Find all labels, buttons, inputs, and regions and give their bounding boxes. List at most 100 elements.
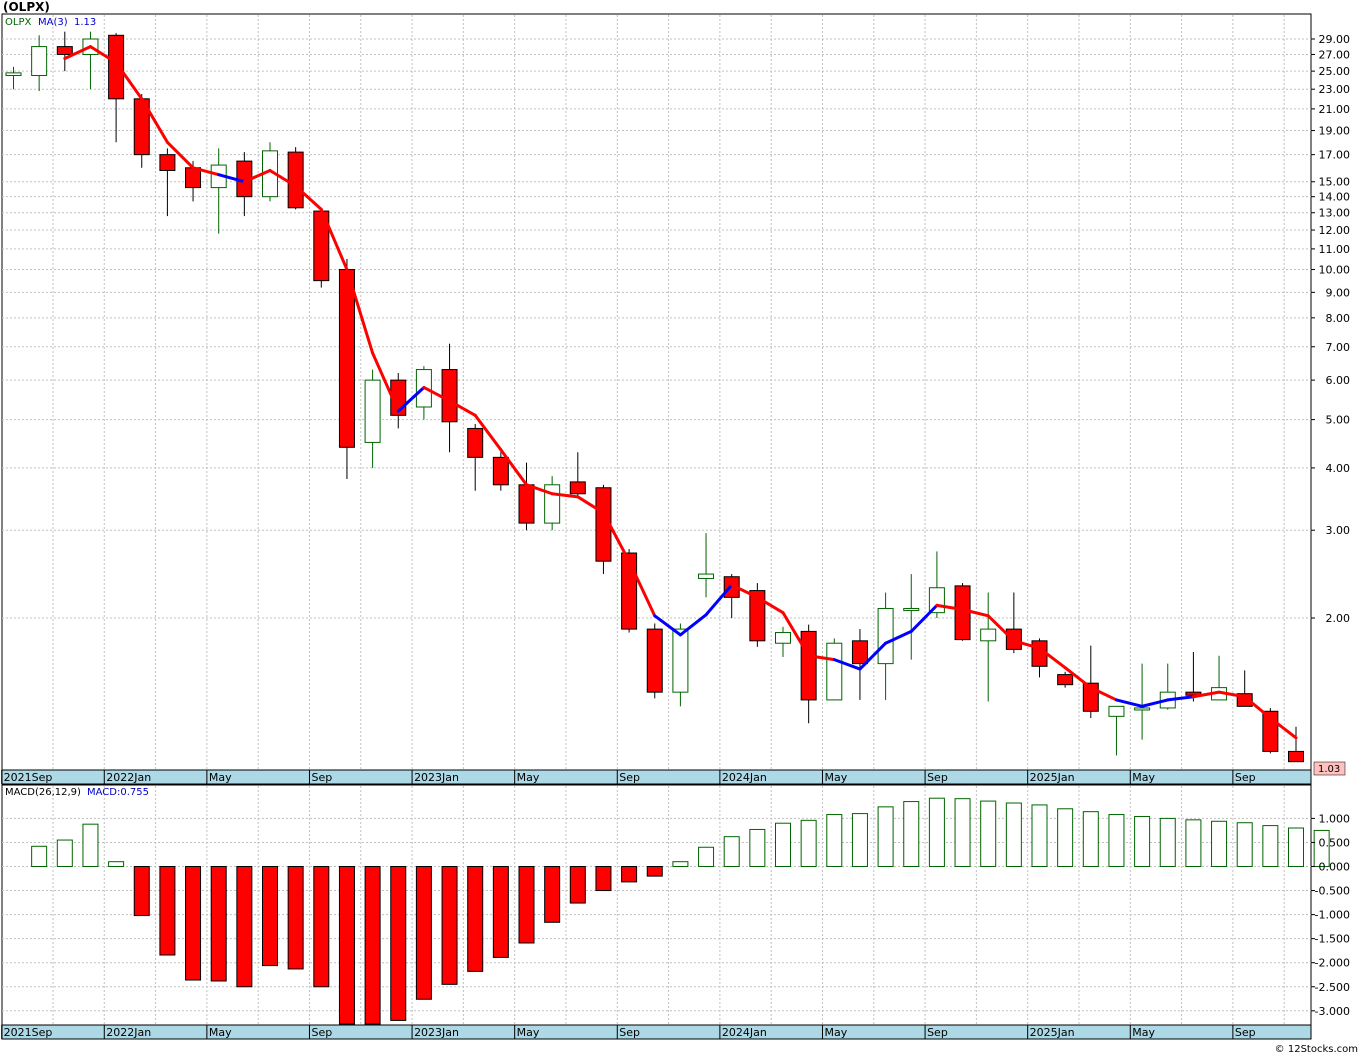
macd-bar-41	[1057, 808, 1074, 868]
macd-bar-2	[56, 839, 73, 867]
candle-body-11	[287, 151, 304, 209]
macd-bar-51	[1313, 829, 1330, 867]
ma-segment-31	[781, 611, 811, 658]
macd-bar-39	[1005, 802, 1022, 867]
price-ytick-label-11: 13.00	[1319, 207, 1351, 220]
chart-title: (OLPX)	[3, 0, 50, 14]
ma-segment-29	[730, 583, 759, 599]
ma-segment-19	[473, 413, 503, 452]
ma-segment-9	[217, 173, 246, 184]
ma-segment-38	[961, 608, 990, 618]
price-ytick-label-16: 21.00	[1319, 103, 1351, 116]
candle-body-50	[1288, 750, 1304, 763]
ma-segment-34	[858, 641, 888, 671]
candle-body-43	[1108, 705, 1125, 717]
price-x-axis: 2021Sep 2022Jan May Sep 2023Jan May Sep 2024Jan…	[1, 770, 1256, 784]
ma-segment-37	[935, 603, 965, 612]
candle-body-0	[5, 72, 22, 77]
macd-ytick-label-0: 1.000	[1319, 812, 1351, 825]
price-xaxis-label-5: May	[517, 771, 540, 784]
price-xaxis-label-0: 2021Sep	[4, 771, 53, 784]
candle-body-41	[1057, 674, 1074, 686]
macd-bar-50	[1288, 827, 1304, 868]
price-ytick-label-0: 2.00	[1326, 612, 1351, 625]
price-ytick-label-7: 9.00	[1326, 286, 1351, 299]
candle-body-32	[826, 642, 843, 701]
ma-segment-4	[88, 45, 118, 65]
ma-segment-12	[294, 184, 323, 211]
candle-body-7	[185, 167, 202, 189]
candle-body-33	[851, 640, 868, 665]
price-legend-ma-value: 1.13	[74, 17, 96, 28]
macd-xaxis-label-3: Sep	[311, 1026, 332, 1039]
macd-bar-45	[1159, 817, 1176, 868]
price-ytick-label-5: 7.00	[1326, 341, 1351, 354]
macd-bar-12	[313, 866, 330, 988]
macd-bar-49	[1262, 825, 1279, 867]
ma-segment-42	[1063, 666, 1093, 690]
price-ytick-label-10: 12.00	[1319, 224, 1351, 237]
ma-segment-6	[140, 97, 169, 144]
ma-segment-36	[909, 603, 939, 633]
ma-segment-44	[1114, 698, 1144, 708]
ma-segment-23	[576, 495, 605, 515]
macd-bar-5	[133, 866, 150, 917]
candle-body-18	[467, 427, 484, 458]
price-ytick-label-9: 11.00	[1319, 243, 1351, 256]
candle-body-2	[56, 46, 73, 55]
macd-ytick-label-5: -1.500	[1315, 933, 1350, 946]
price-ytick-label-2: 4.00	[1326, 462, 1351, 475]
price-x-axis-band	[1, 769, 1312, 785]
macd-bar-47	[1211, 820, 1228, 868]
macd-bar-28	[723, 836, 740, 867]
ma-segment-39	[986, 614, 1016, 643]
macd-bar-40	[1031, 804, 1048, 868]
macd-xaxis-label-2: May	[209, 1026, 232, 1039]
macd-xaxis-label-12: Sep	[1235, 1026, 1256, 1039]
macd-ytick-label-3: -0.500	[1315, 885, 1350, 898]
price-xaxis-label-1: 2022Jan	[106, 771, 151, 784]
macd-bar-27	[698, 846, 715, 868]
ma-segment-47	[1191, 690, 1221, 699]
macd-bar-32	[826, 814, 843, 868]
candle-body-20	[518, 484, 535, 524]
last-price-label: 1.03	[1318, 764, 1340, 775]
macd-bar-48	[1236, 822, 1253, 868]
macd-ytick-label-2: 0.000	[1319, 861, 1351, 874]
ma-segment-46	[1166, 695, 1195, 702]
ma-segment-35	[884, 629, 913, 645]
ma-segment-48	[1217, 690, 1247, 699]
ma-segment-24	[601, 511, 631, 563]
candle-body-38	[980, 628, 997, 642]
candle-body-1	[31, 46, 48, 77]
candle-body-30	[775, 632, 791, 644]
macd-bar-11	[287, 866, 304, 970]
macd-bar-42	[1082, 811, 1099, 868]
ma-segment-22	[550, 492, 580, 499]
macd-xaxis-label-8: May	[824, 1026, 847, 1039]
macd-bar-20	[518, 866, 535, 944]
macd-bars	[31, 797, 1330, 1025]
macd-ytick-label-7: -2.500	[1315, 981, 1350, 994]
candle-body-35	[903, 607, 920, 612]
price-grid	[2, 15, 1311, 770]
macd-bar-25	[646, 866, 663, 877]
price-xaxis-label-10: 2025Jan	[1030, 771, 1075, 784]
ma-segment-43	[1089, 686, 1118, 702]
macd-xaxis-label-0: 2021Sep	[4, 1026, 53, 1039]
ma-segment-49	[1243, 695, 1272, 720]
candle-body-31	[800, 630, 817, 701]
macd-ytick-label-4: -1.000	[1315, 909, 1350, 922]
macd-bar-22	[569, 866, 586, 904]
ma-segment-45	[1140, 698, 1170, 708]
macd-bar-9	[236, 866, 253, 988]
macd-legend-label: MACD(26,12,9)	[5, 787, 81, 798]
price-xaxis-label-12: Sep	[1235, 771, 1256, 784]
price-candles	[5, 31, 1304, 763]
macd-bar-33	[851, 813, 868, 868]
ma-segment-15	[371, 351, 400, 413]
macd-xaxis-label-11: May	[1132, 1026, 1155, 1039]
price-ytick-label-19: 27.00	[1319, 48, 1351, 61]
ma-segment-18	[448, 399, 477, 417]
price-legend-ma-label: MA(3)	[38, 17, 68, 28]
